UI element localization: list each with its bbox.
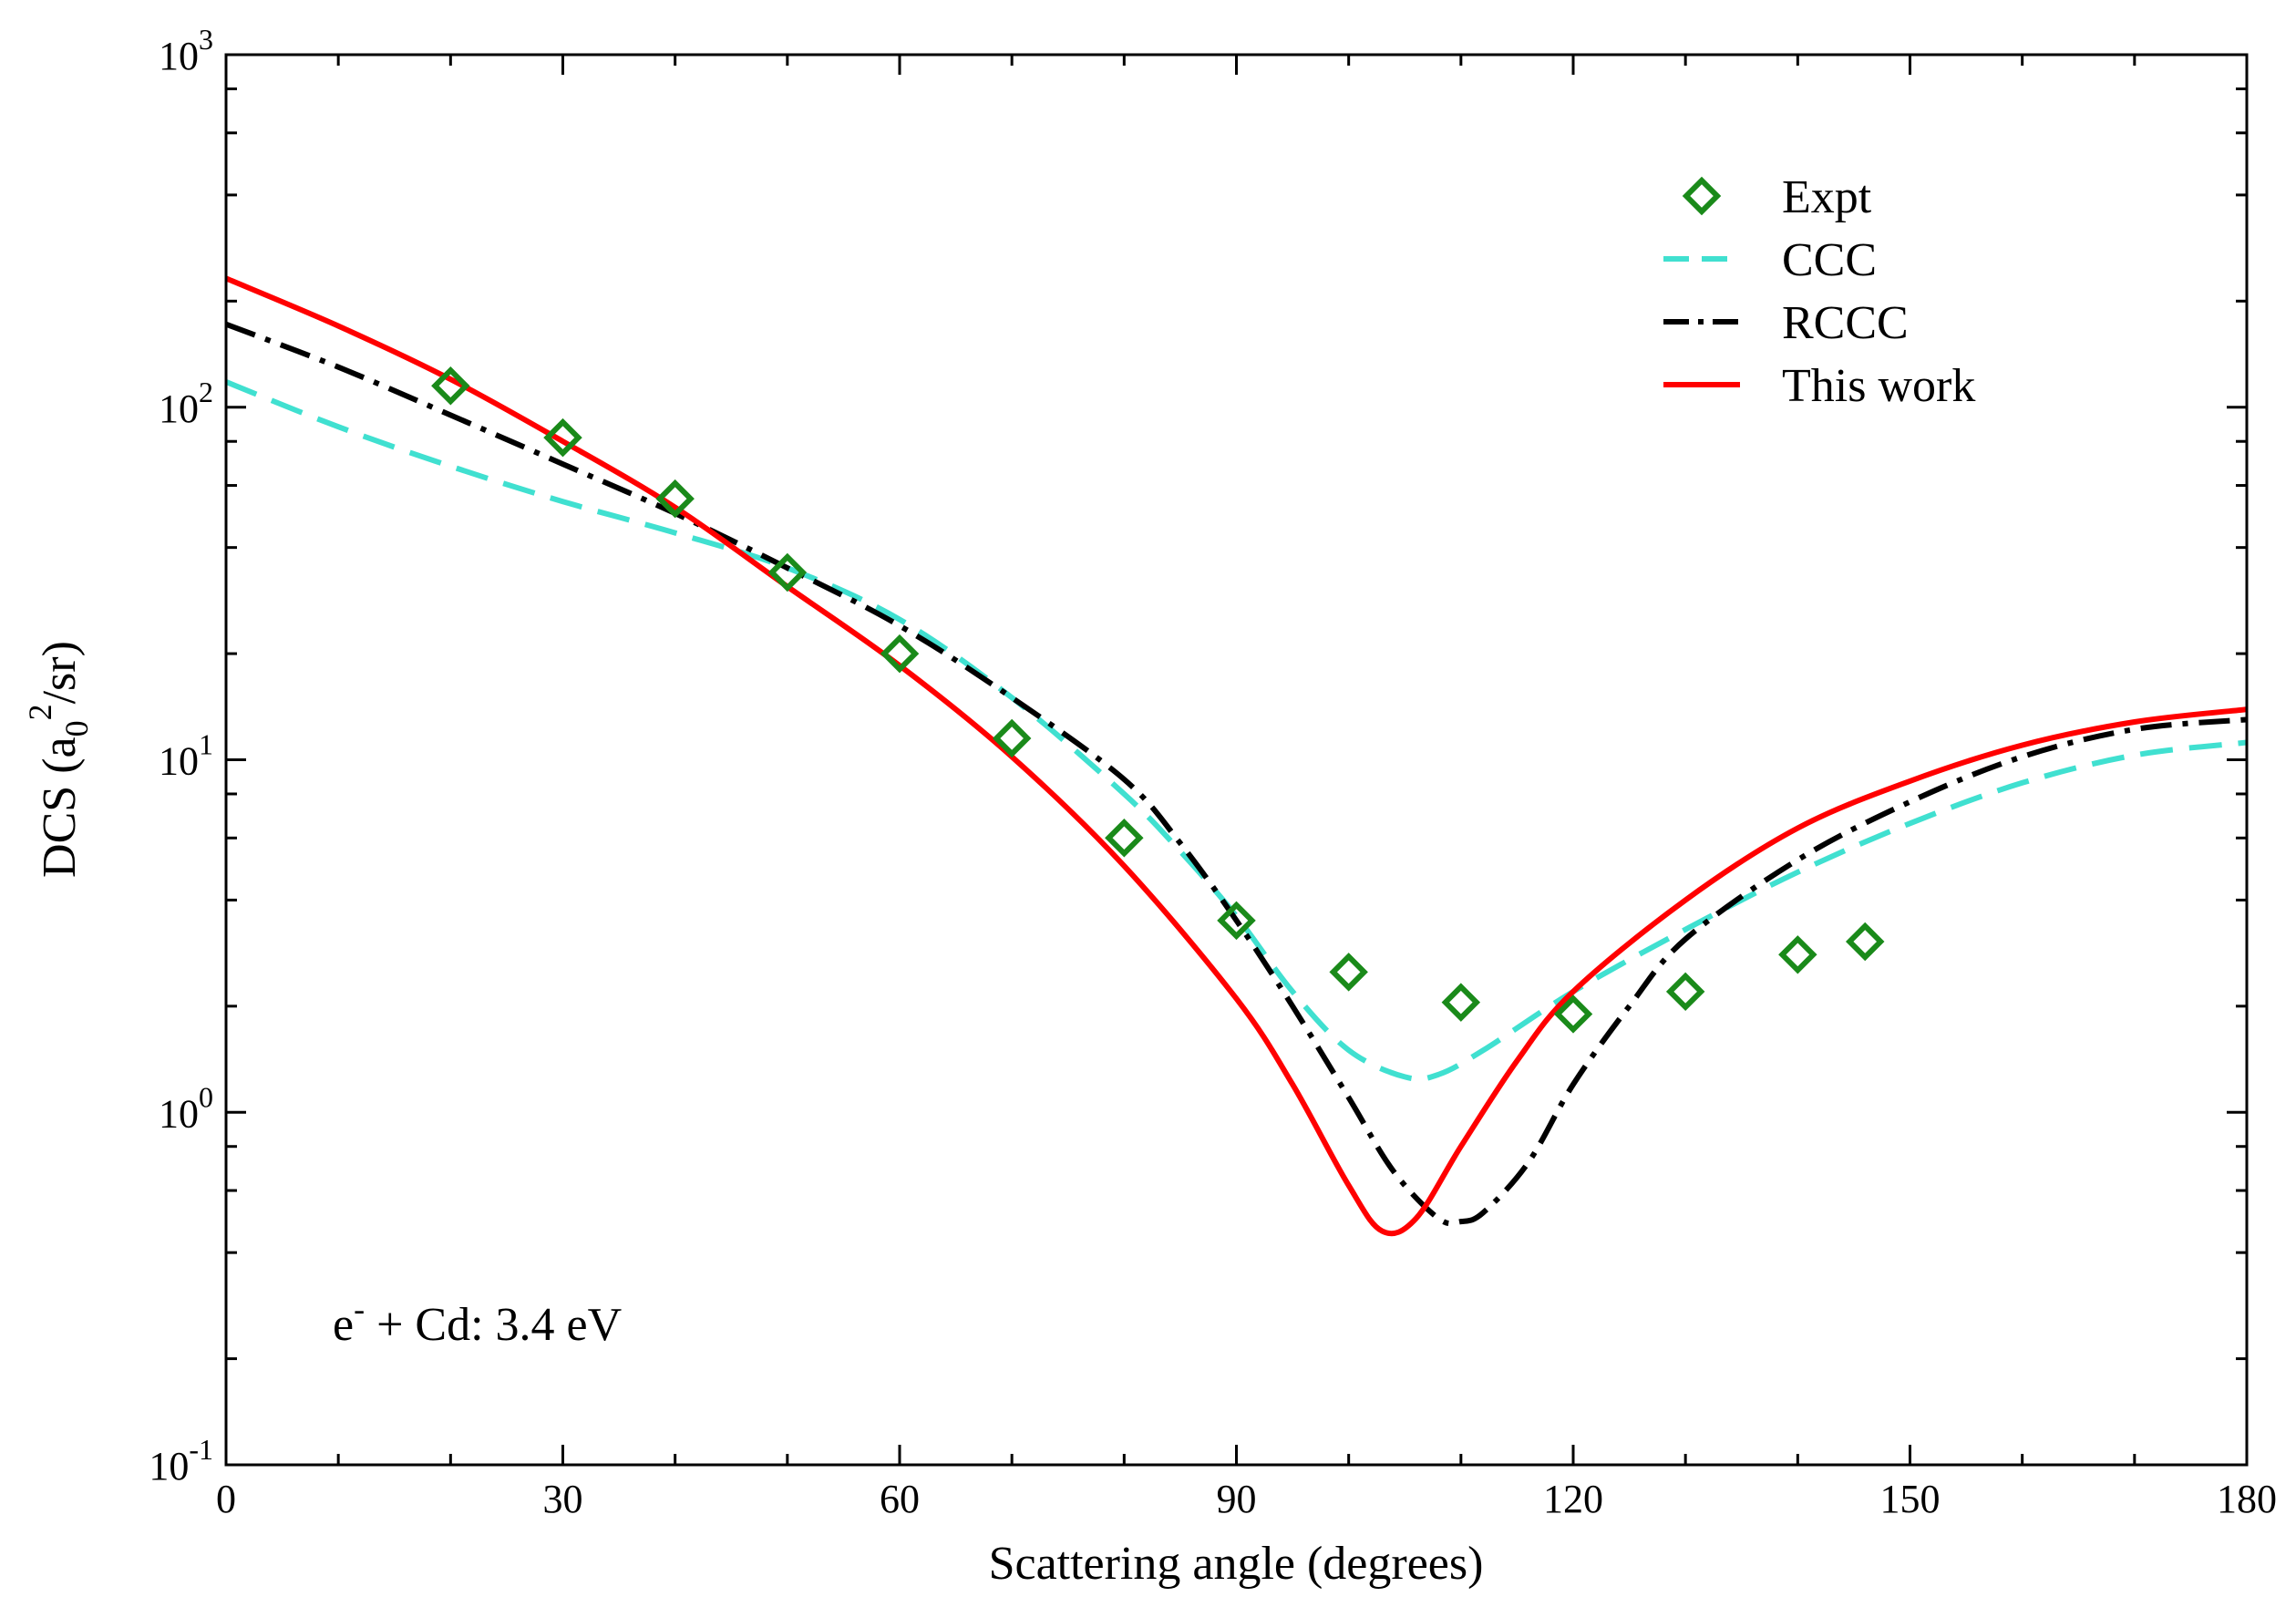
series-line-ccc: [226, 379, 2247, 1082]
plot-frame: [224, 53, 2249, 1467]
expt-data-point: [1217, 901, 1256, 941]
legend-label-ccc: CCC: [1782, 234, 1877, 286]
legend-label-rccc: RCCC: [1782, 297, 1909, 349]
expt-data-point: [1441, 983, 1481, 1022]
x-tick-label: 150: [1880, 1477, 1941, 1521]
x-axis-title: Scattering angle (degrees): [989, 1538, 1484, 1590]
expt-data-point: [1778, 935, 1817, 974]
y-axis-title-sup: 2: [22, 704, 58, 720]
expt-data-point: [431, 366, 470, 406]
x-tick-label: 120: [1543, 1477, 1603, 1521]
expt-data-point: [767, 552, 808, 592]
y-tick-label: 100: [159, 1080, 213, 1136]
expt-data-point: [1845, 922, 1885, 962]
series-line-this-work: [226, 275, 2247, 1237]
expt-data-point: [992, 718, 1032, 758]
y-tick-label: 101: [159, 728, 213, 784]
y-axis-title-sub: 0: [58, 720, 95, 737]
y-tick-label: 103: [159, 23, 213, 78]
legend-label-this-work: This work: [1782, 360, 1975, 412]
y-axis-title-suffix: /sr): [34, 641, 86, 704]
annotation-sup: -: [354, 1291, 365, 1327]
expt-data-point: [1665, 972, 1705, 1012]
x-tick-label: 30: [543, 1477, 583, 1521]
plot-annotation: e- + Cd: 3.4 eV: [333, 1291, 622, 1351]
x-tick-label: 60: [880, 1477, 920, 1521]
legend: Expt CCC RCCC This work: [1663, 171, 1975, 412]
annotation-suffix: + Cd: 3.4 eV: [365, 1299, 622, 1351]
expt-data-point: [1553, 994, 1593, 1034]
y-axis-title-prefix: DCS (a: [34, 737, 86, 878]
series-line-rccc: [226, 321, 2247, 1227]
x-tick-label: 90: [1217, 1477, 1257, 1521]
expt-data-point: [1329, 953, 1368, 992]
expt-data-point: [543, 417, 582, 458]
legend-swatch-expt: [1682, 176, 1722, 216]
y-tick-label: 102: [159, 376, 213, 431]
x-tick-label: 0: [216, 1477, 236, 1521]
x-tick-label: 180: [2217, 1477, 2277, 1521]
y-axis-title: DCS (a02/sr): [22, 641, 95, 878]
expt-data-point: [880, 634, 920, 674]
legend-label-expt: Expt: [1782, 171, 1872, 223]
annotation-prefix: e: [333, 1299, 354, 1351]
expt-data-point: [655, 479, 695, 519]
expt-data-point: [1105, 819, 1144, 858]
y-tick-label: 10-1: [149, 1433, 213, 1489]
